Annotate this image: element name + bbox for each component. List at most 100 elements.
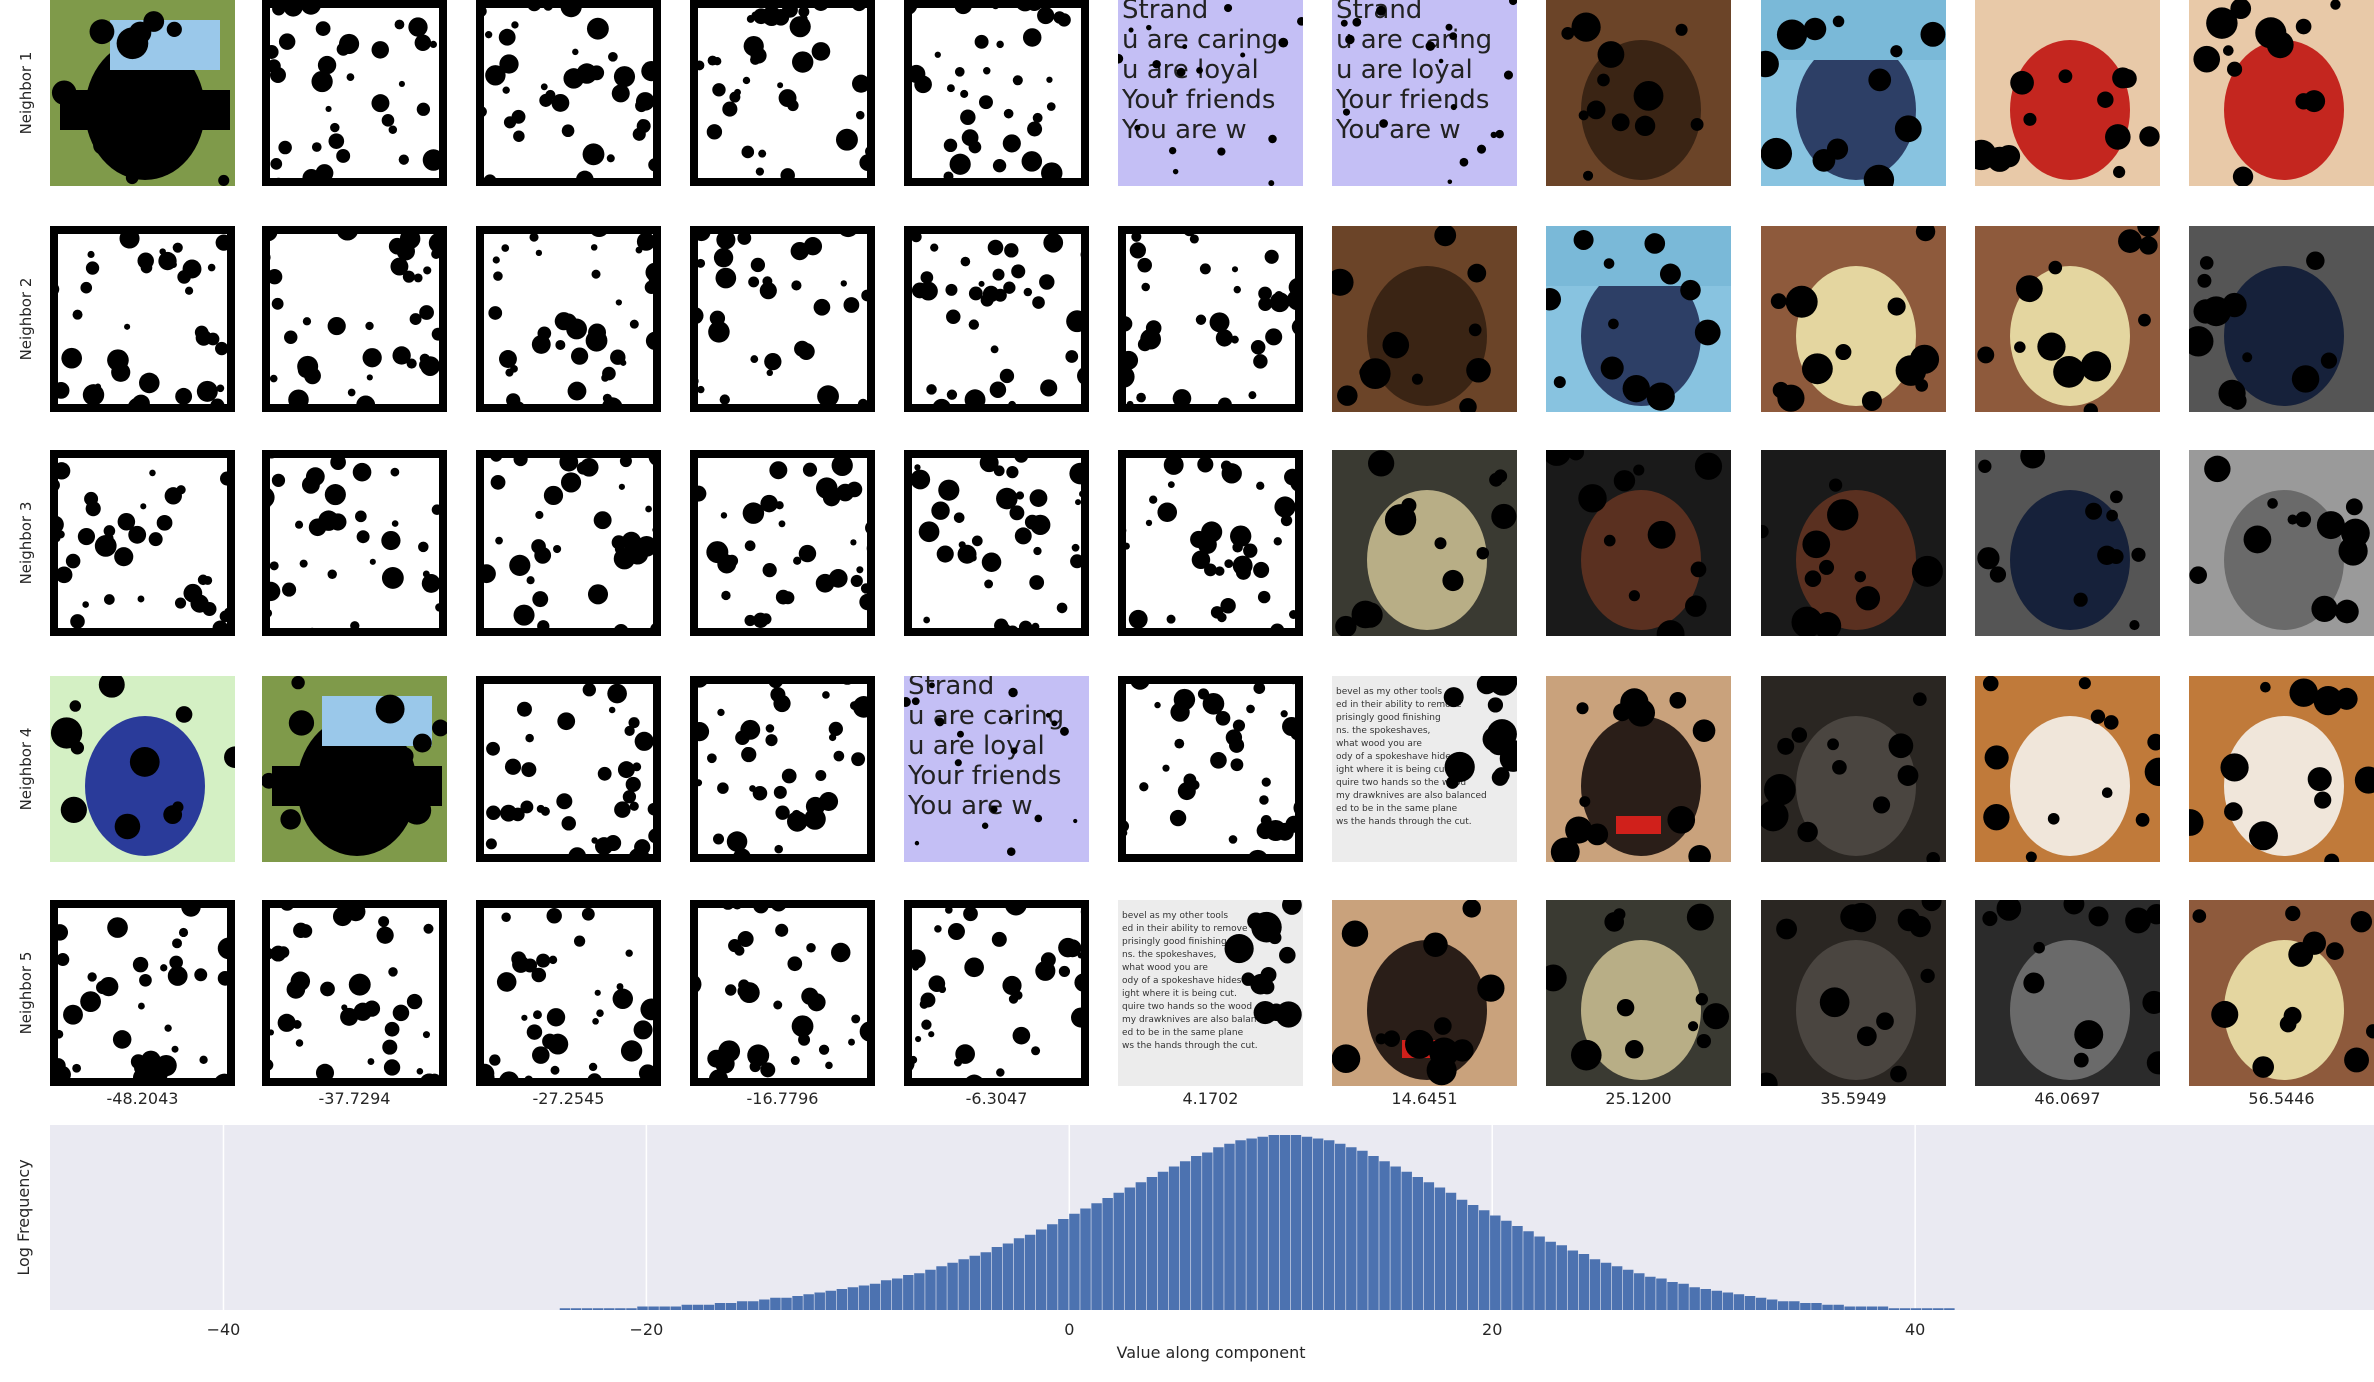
histogram-bar	[1124, 1187, 1136, 1310]
y-axis-label: Log Frequency	[14, 1159, 33, 1275]
tile-photo-shark-model	[1546, 900, 1731, 1086]
tile-mask	[476, 450, 661, 636]
histogram-bar	[1744, 1296, 1756, 1310]
histogram-bar	[892, 1278, 903, 1310]
histogram-bar	[1778, 1301, 1789, 1310]
column-value-label: -6.3047	[965, 1089, 1028, 1108]
histogram-bar	[1157, 1171, 1169, 1310]
column-value-label: 14.6451	[1391, 1089, 1458, 1108]
histogram-bar	[1645, 1276, 1656, 1310]
histogram-bar	[1423, 1182, 1435, 1310]
row-label-neighbor-1: Neighbor 1	[17, 51, 35, 135]
x-axis-label: Value along component	[1117, 1343, 1306, 1362]
tile-text-image-gray: bevel as my other tools ed in their abili…	[1332, 676, 1517, 862]
histogram-bar	[1501, 1220, 1512, 1310]
tile-photo-guitarist-blue	[1761, 0, 1946, 186]
svg-text:ns. the spokeshaves,: ns. the spokeshaves,	[1336, 726, 1430, 736]
svg-text:You are w: You are w	[907, 791, 1033, 821]
column-value-label: 56.5446	[2248, 1089, 2315, 1108]
histogram-bar	[847, 1287, 859, 1310]
histogram-bar	[1722, 1292, 1734, 1310]
histogram-bar	[936, 1266, 947, 1310]
histogram-bar	[814, 1292, 825, 1310]
histogram-bar	[1589, 1259, 1601, 1310]
histogram-bar	[1656, 1278, 1667, 1310]
histogram-bar	[1833, 1304, 1844, 1310]
histogram-bar	[1346, 1147, 1357, 1310]
svg-text:u are caring: u are caring	[1336, 25, 1492, 55]
histogram-bar	[1478, 1210, 1490, 1310]
tile-photo-saxophone-brick	[1761, 226, 1946, 412]
histogram-bar	[1456, 1199, 1468, 1310]
histogram-bar	[792, 1296, 803, 1310]
svg-text:my drawknives are also balance: my drawknives are also balanced	[1336, 791, 1487, 801]
histogram-bar	[969, 1255, 981, 1310]
histogram-bar	[1711, 1290, 1723, 1310]
tile-photo-saxophone-brick	[2189, 900, 2374, 1086]
histogram-bar	[1312, 1138, 1324, 1310]
row-label-neighbor-2: Neighbor 2	[17, 277, 35, 361]
histogram-bar	[1844, 1306, 1855, 1310]
histogram-bar	[1179, 1161, 1191, 1310]
tile-mask	[690, 676, 875, 862]
histogram-bar	[1899, 1308, 1911, 1310]
tile-photo-clarinet-orange	[1975, 676, 2160, 862]
histogram-bar	[1335, 1143, 1346, 1310]
column-value-label: 46.0697	[2034, 1089, 2101, 1108]
tile-photo-blue-object-green	[50, 676, 235, 862]
svg-text:ed in their ability to remove: ed in their ability to remove	[1336, 700, 1462, 710]
tile-mask	[262, 0, 447, 186]
histogram-bar	[681, 1304, 693, 1310]
histogram-bar	[670, 1306, 681, 1310]
histogram-bar	[1534, 1236, 1545, 1310]
tile-mask	[476, 900, 661, 1086]
tile-mask	[690, 0, 875, 186]
histogram-bar	[703, 1304, 715, 1310]
histogram-bar	[1301, 1136, 1313, 1310]
tile-photo-guitarist-dark	[1761, 676, 1946, 862]
histogram-bar	[903, 1275, 914, 1310]
histogram-bar	[1766, 1299, 1778, 1310]
histogram-bar	[1080, 1208, 1091, 1310]
histogram-bar	[958, 1259, 969, 1310]
tile-mask	[690, 450, 875, 636]
histogram-bar	[1755, 1297, 1767, 1310]
histogram-bar	[770, 1297, 781, 1310]
histogram-bar	[570, 1308, 582, 1310]
histogram-bar	[1135, 1182, 1147, 1310]
tile-mask	[1118, 226, 1303, 412]
svg-text:Your friends: Your friends	[1335, 85, 1489, 115]
column-value-label: -48.2043	[106, 1089, 179, 1108]
histogram-bar	[1634, 1273, 1645, 1310]
histogram-bar	[980, 1252, 992, 1310]
histogram-bar	[1412, 1177, 1424, 1310]
svg-text:ed in their ability to remove: ed in their ability to remove	[1122, 924, 1248, 934]
histogram-bar	[1877, 1306, 1889, 1310]
histogram-bar	[1512, 1226, 1523, 1310]
tile-photo-guitarist-dark	[1761, 900, 1946, 1086]
histogram-bar	[1667, 1282, 1678, 1310]
x-tick-label: −40	[207, 1320, 241, 1339]
histogram-bar	[659, 1306, 670, 1310]
histogram-bar	[559, 1308, 571, 1310]
svg-text:bevel as my other tools: bevel as my other tools	[1336, 687, 1442, 697]
tile-text-image-gray: bevel as my other tools ed in their abili…	[1118, 900, 1303, 1086]
histogram-bar	[1168, 1166, 1180, 1310]
histogram-bar	[1467, 1205, 1479, 1310]
histogram-bar	[1379, 1161, 1390, 1310]
tile-photo-sky-landscape	[262, 676, 447, 862]
histogram-bar	[1069, 1213, 1080, 1310]
histogram-bar	[1390, 1166, 1401, 1310]
svg-text:Your friends: Your friends	[907, 761, 1061, 791]
tile-mask	[904, 450, 1089, 636]
tile-mask	[50, 900, 235, 1086]
tile-photo-guitar-dark	[1546, 450, 1731, 636]
histogram-bar	[1279, 1135, 1291, 1310]
neighbor-grid: Neighbor 1 Strand u are caring u are loyal Y…	[17, 0, 2374, 1108]
tile-photo-clarinet-red	[2189, 0, 2374, 186]
svg-text:u are caring: u are caring	[908, 701, 1064, 731]
histogram-bar	[626, 1308, 637, 1310]
histogram-bar	[1401, 1171, 1412, 1310]
tile-photo-brown-blur	[1332, 226, 1517, 412]
